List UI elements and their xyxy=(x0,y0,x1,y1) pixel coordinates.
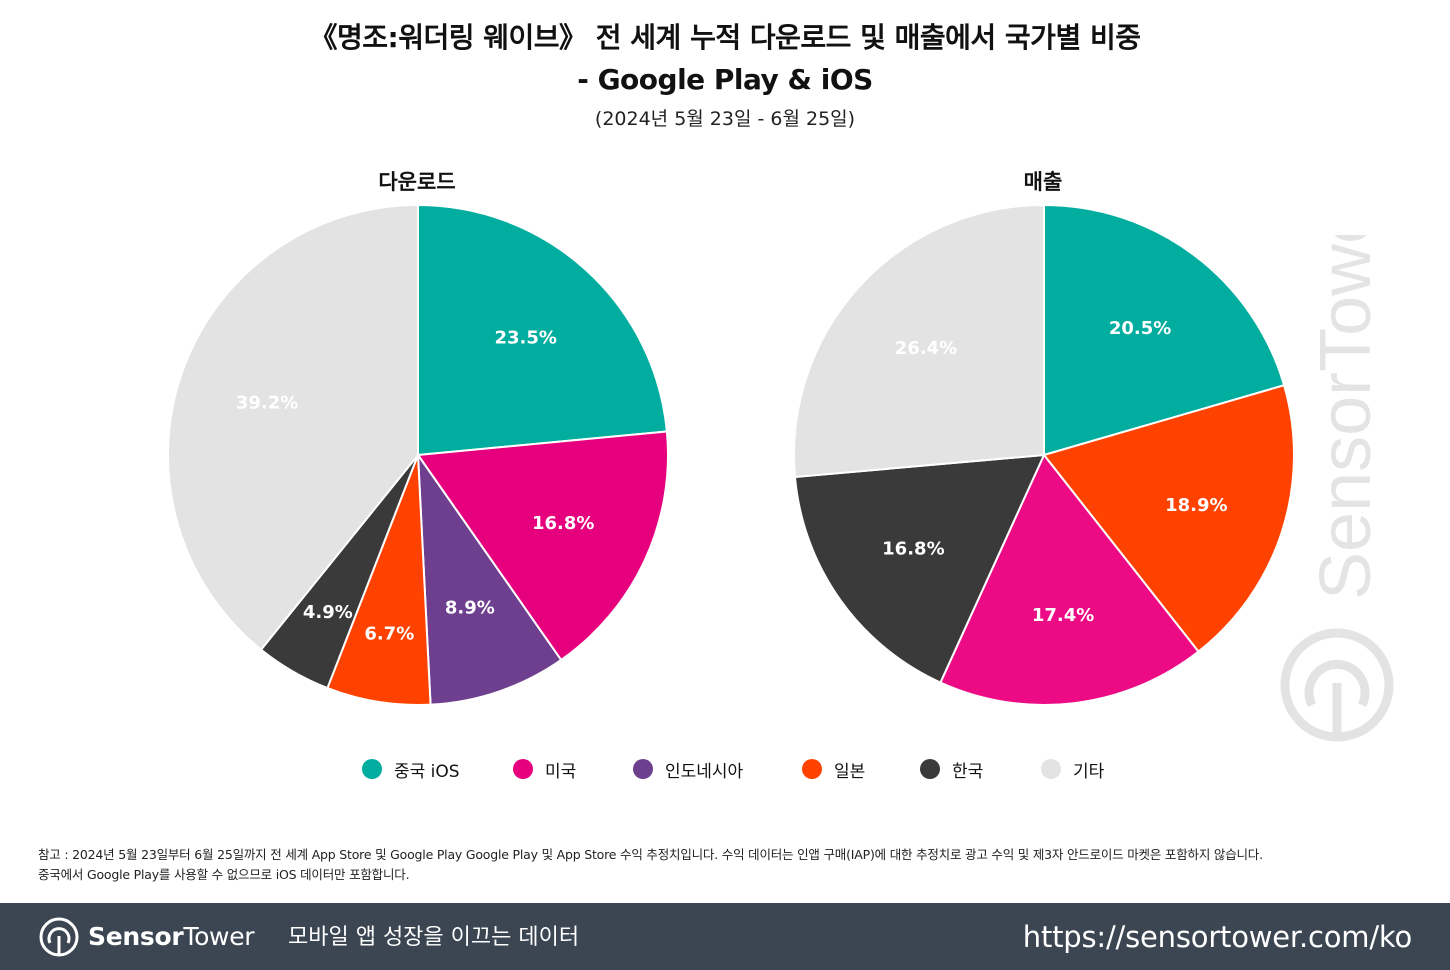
footer-bar: SensorTower 모바일 앱 성장을 이끄는 데이터 https://se… xyxy=(0,903,1450,970)
downloads-label-korea: 4.9% xyxy=(303,602,353,623)
watermark-text: SensorTower xyxy=(1306,235,1386,600)
downloads-slice-indonesia xyxy=(416,451,563,706)
revenue-label-china-ios: 20.5% xyxy=(1109,318,1171,339)
legend-item-indonesia: 인도네시아 xyxy=(633,755,743,783)
brand-sensor: Sensor xyxy=(88,922,184,951)
footnote-line1: 참고 : 2024년 5월 23일부터 6월 25일까지 전 세계 App St… xyxy=(38,847,1263,862)
legend-label: 일본 xyxy=(834,761,866,782)
legend-item-japan: 일본 xyxy=(802,755,865,783)
footnote: 참고 : 2024년 5월 23일부터 6월 25일까지 전 세계 App St… xyxy=(38,845,1428,885)
legend-item-china-ios: 중국 iOS xyxy=(362,755,460,783)
revenue-label-other: 26.4% xyxy=(895,338,957,359)
downloads-slice-china-ios xyxy=(417,203,668,457)
downloads-label-other: 39.2% xyxy=(236,393,298,414)
legend-item-usa: 미국 xyxy=(513,755,576,783)
sensortower-watermark: SensorTower xyxy=(1280,235,1394,742)
revenue-slice-korea xyxy=(793,453,1046,684)
legend-swatch-other xyxy=(1041,759,1061,779)
legend-swatch-japan xyxy=(802,759,822,779)
legend-label: 미국 xyxy=(545,761,577,782)
downloads-chart-title: 다운로드 xyxy=(378,170,456,194)
revenue-pie-chart: 20.5% 18.9% 17.4% 16.8% 26.4% xyxy=(793,203,1295,706)
brand-tower: Tower xyxy=(183,922,255,951)
downloads-pie-chart: 23.5% 16.8% 8.9% 6.7% 4.9% 39.2% xyxy=(167,203,669,706)
legend: 중국 iOS 미국 인도네시아 일본 한국 기타 xyxy=(360,755,1120,785)
footer-tagline: 모바일 앱 성장을 이끄는 데이터 xyxy=(288,925,580,950)
legend-swatch-indonesia xyxy=(633,759,653,779)
downloads-slice-usa xyxy=(416,430,669,662)
sensortower-logo-icon xyxy=(39,917,79,957)
downloads-label-usa: 16.8% xyxy=(532,513,594,534)
revenue-chart-title: 매출 xyxy=(1023,170,1063,194)
downloads-label-indonesia: 8.9% xyxy=(445,597,495,618)
legend-label: 인도네시아 xyxy=(665,761,744,782)
date-range: (2024년 5월 23일 - 6월 25일) xyxy=(594,108,856,130)
legend-swatch-usa xyxy=(513,759,533,779)
downloads-slice-other xyxy=(167,203,419,652)
legend-item-korea: 한국 xyxy=(920,755,983,783)
downloads-label-japan: 6.7% xyxy=(364,624,414,645)
legend-label: 기타 xyxy=(1073,761,1105,782)
footer-brand: SensorTower xyxy=(88,920,255,954)
chart-title-line1: 《명조:워더링 웨이브》 전 세계 누적 다운로드 및 매출에서 국가별 비중 xyxy=(309,21,1141,54)
downloads-label-china-ios: 23.5% xyxy=(494,328,556,349)
revenue-slice-japan xyxy=(1042,384,1295,653)
footnote-line2: 중국에서 Google Play를 사용할 수 없으므로 iOS 데이터만 포함… xyxy=(38,867,410,882)
footer-url-link[interactable]: https://sensortower.com/ko xyxy=(1022,920,1412,954)
legend-label: 한국 xyxy=(952,761,984,782)
chart-title-line2: - Google Play & iOS xyxy=(577,63,873,96)
legend-label: 중국 iOS xyxy=(394,761,460,782)
legend-swatch-korea xyxy=(920,759,940,779)
revenue-label-japan: 18.9% xyxy=(1165,495,1227,516)
revenue-slice-usa xyxy=(939,453,1200,706)
revenue-slice-other xyxy=(793,203,1045,479)
revenue-slice-china-ios xyxy=(1043,203,1286,457)
legend-item-other: 기타 xyxy=(1041,755,1104,783)
revenue-label-korea: 16.8% xyxy=(882,538,944,559)
legend-swatch-china-ios xyxy=(362,759,382,779)
revenue-label-usa: 17.4% xyxy=(1032,605,1094,626)
